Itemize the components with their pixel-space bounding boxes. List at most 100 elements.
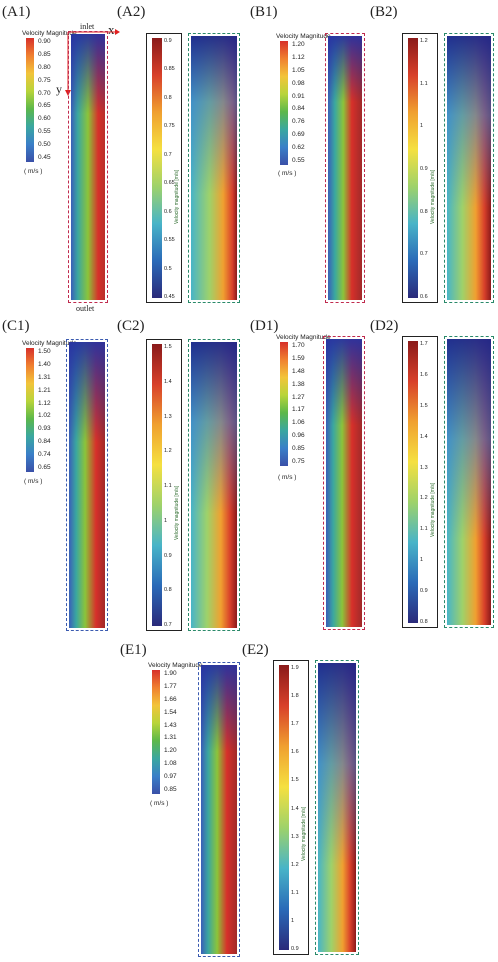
tick-label: 1.48 xyxy=(292,367,305,375)
tick-label: 1.08 xyxy=(164,760,177,768)
tick-label: 0.65 xyxy=(38,464,51,471)
tick-label: 1.2 xyxy=(420,38,428,44)
tick-label: 1.1 xyxy=(291,889,299,896)
piv-field-a2 xyxy=(188,33,240,303)
piv-field-e2 xyxy=(315,660,359,955)
tick-label: 1.90 xyxy=(164,670,177,677)
panel-label-e1: (E1) xyxy=(120,642,147,658)
unit-label-a1: ( m/s ) xyxy=(24,168,43,175)
tick-label: 1.43 xyxy=(164,721,177,729)
tick-label: 1.20 xyxy=(292,41,305,48)
tick-label: 0.85 xyxy=(38,50,51,58)
tick-label: 1.66 xyxy=(164,695,177,703)
tick-label: 1.21 xyxy=(38,386,51,394)
tick-label: 1.70 xyxy=(292,342,305,349)
tick-label: 1.3 xyxy=(420,464,428,471)
unit-label-d1: ( m/s ) xyxy=(278,474,297,481)
tick-label: 1.59 xyxy=(292,354,305,362)
tick-label: 1.3 xyxy=(164,413,172,420)
tick-label: 1.1 xyxy=(164,483,172,489)
legend-title-c1: Velocity Magnitude xyxy=(22,340,77,347)
tick-label: 1.7 xyxy=(420,341,428,347)
tick-label: 1.8 xyxy=(291,693,299,700)
tick-label: 0.85 xyxy=(164,786,177,793)
tick-label: 1.1 xyxy=(420,526,428,533)
inlet-label: inlet xyxy=(80,22,95,31)
tick-label: 0.7 xyxy=(164,622,172,628)
tick-label: 0.8 xyxy=(164,94,172,101)
tick-label: 0.50 xyxy=(38,141,51,149)
tick-label: 0.69 xyxy=(292,131,305,139)
tick-label: 0.9 xyxy=(164,38,172,44)
tick-label: 1.31 xyxy=(164,734,177,742)
outlet-label: outlet xyxy=(76,304,95,313)
tick-label: 0.75 xyxy=(164,123,175,130)
piv-legend-d2: 1.7 1.6 1.5 1.4 1.3 1.2 1.1 1 0.9 0.8 Velocity ma… xyxy=(402,336,438,628)
tick-label: 0.6 xyxy=(420,294,428,300)
panel-label-c1: (C1) xyxy=(2,318,30,334)
tick-label: 0.76 xyxy=(292,118,305,126)
color-bar-e2 xyxy=(279,665,289,950)
tick-label: 0.65 xyxy=(164,180,175,187)
tick-label: 1.6 xyxy=(291,749,299,756)
tick-label: 1.77 xyxy=(164,682,177,690)
tick-label: 0.75 xyxy=(292,458,305,465)
axis-label-e2: Velocity magnitude [m/s] xyxy=(301,806,307,861)
panel-label-b2: (B2) xyxy=(370,4,398,20)
axis-label-a2: Velocity magnitude [m/s] xyxy=(174,169,180,224)
tick-label: 1 xyxy=(420,123,424,130)
tick-label: 0.85 xyxy=(164,66,175,73)
tick-label: 0.9 xyxy=(291,946,299,952)
tick-label: 0.97 xyxy=(164,773,177,781)
piv-legend-b2: 1.2 1.1 1 0.9 0.8 0.7 0.6 Velocity magnitude [… xyxy=(402,33,438,303)
piv-legend-e2: 1.9 1.8 1.7 1.6 1.5 1.4 1.3 1.2 1.1 1 0.9 Velocity… xyxy=(273,660,309,955)
tick-label: 1.31 xyxy=(38,373,51,381)
color-bar-d1 xyxy=(280,342,288,466)
tick-label: 0.9 xyxy=(164,552,172,559)
tick-label: 1.5 xyxy=(420,402,428,409)
tick-label: 1 xyxy=(164,517,168,524)
tick-label: 0.60 xyxy=(38,115,51,123)
tick-label: 0.62 xyxy=(292,144,305,152)
tick-label: 1.2 xyxy=(420,495,428,502)
legend-title-b1: Velocity Magnitude xyxy=(276,33,331,40)
tick-label: 1.02 xyxy=(38,412,51,420)
tick-label: 0.93 xyxy=(38,425,51,433)
tick-label: 1 xyxy=(420,557,424,564)
tick-label: 1.3 xyxy=(291,833,299,840)
cfd-field-d1 xyxy=(323,336,365,630)
legend-title-a1: Velocity Magnitude xyxy=(22,30,77,37)
tick-label: 1.40 xyxy=(38,360,51,368)
tick-label: 1.2 xyxy=(164,448,172,455)
tick-label: 0.45 xyxy=(38,154,51,161)
piv-legend-c2: 1.5 1.4 1.3 1.2 1.1 1 0.9 0.8 0.7 Velocity magni… xyxy=(146,339,182,631)
axis-label-c2: Velocity magnitude [m/s] xyxy=(174,485,180,540)
color-bar-e1 xyxy=(152,670,160,794)
cfd-field-c1 xyxy=(66,339,108,631)
tick-label: 0.55 xyxy=(164,237,175,244)
tick-label: 0.55 xyxy=(292,157,305,164)
tick-label: 1.6 xyxy=(420,371,428,378)
tick-label: 1.05 xyxy=(292,66,305,74)
tick-label: 1.20 xyxy=(164,747,177,755)
piv-field-b2 xyxy=(444,33,494,303)
x-axis-label: x xyxy=(108,22,115,37)
tick-label: 0.6 xyxy=(164,208,172,215)
tick-label: 1.38 xyxy=(292,380,305,388)
axis-label-d2: Velocity magnitude [m/s] xyxy=(430,482,436,537)
tick-label: 1.4 xyxy=(291,805,299,812)
tick-label: 1.06 xyxy=(292,419,305,427)
panel-label-e2: (E2) xyxy=(242,642,269,658)
tick-label: 0.9 xyxy=(420,166,428,172)
tick-label: 0.85 xyxy=(292,445,305,453)
tick-label: 1.27 xyxy=(292,393,305,401)
tick-label: 0.91 xyxy=(292,92,305,100)
color-bar-b2 xyxy=(408,38,418,298)
axis-label-b2: Velocity magnitude [m/s] xyxy=(430,169,436,224)
tick-label: 1.2 xyxy=(291,861,299,868)
panel-label-a2: (A2) xyxy=(117,4,146,20)
tick-label: 1.4 xyxy=(420,433,428,440)
tick-label: 0.65 xyxy=(38,102,51,110)
tick-label: 1.12 xyxy=(292,53,305,61)
color-bar-a2 xyxy=(152,38,162,298)
